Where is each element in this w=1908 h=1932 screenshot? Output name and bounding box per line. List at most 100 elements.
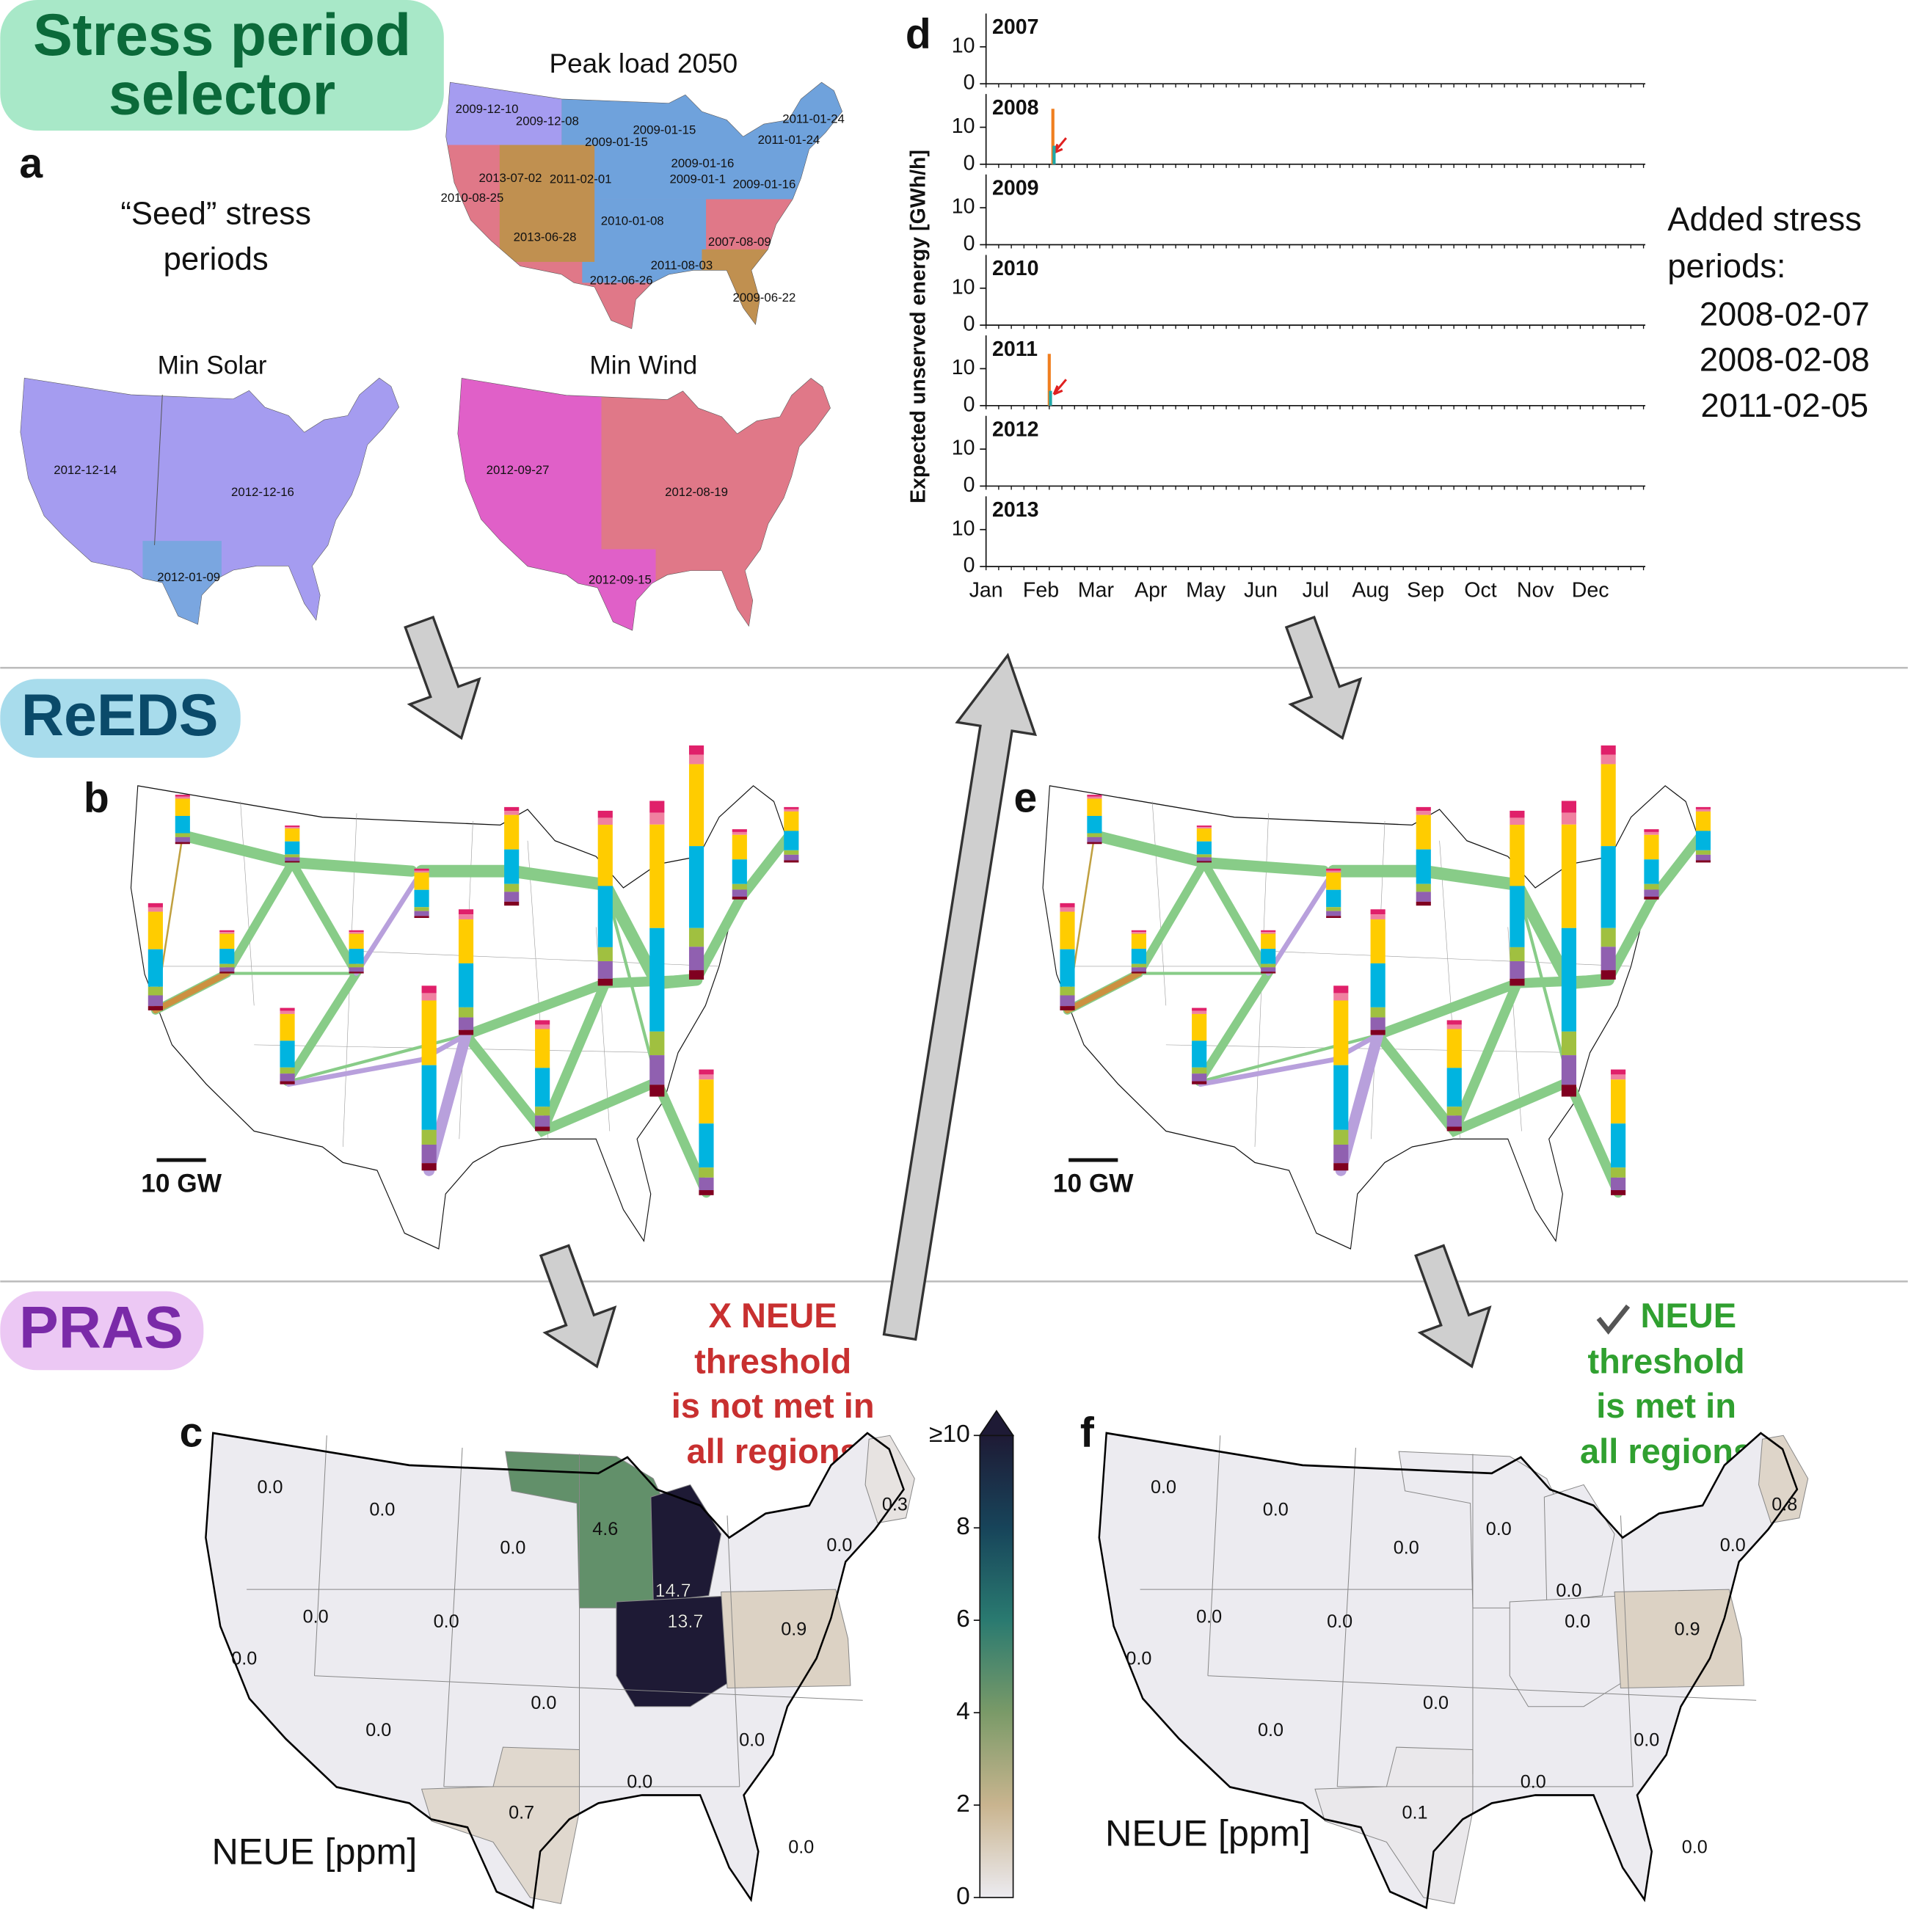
capacity-segment xyxy=(280,1010,295,1014)
capacity-segment xyxy=(597,810,613,818)
capacity-segment xyxy=(535,1115,550,1127)
map-date-label: 2011-08-03 xyxy=(651,258,713,272)
map-date-label: 2012-08-19 xyxy=(665,485,728,499)
capacity-segment xyxy=(414,907,429,911)
verdict: threshold xyxy=(1588,1341,1745,1380)
chart: Expected unserved energy [GWh/h] 2007 0 10… xyxy=(907,13,1646,602)
capacity-segment xyxy=(649,812,665,825)
added-title: periods: xyxy=(1667,247,1785,285)
panel-title: 2010 xyxy=(992,257,1038,280)
neue-value: 0.1 xyxy=(1402,1802,1428,1823)
capacity-segment xyxy=(699,1123,714,1168)
map-date-label: 2009-01-15 xyxy=(585,135,648,149)
neue-value: 4.6 xyxy=(592,1519,618,1539)
map-date-label: 2009-06-22 xyxy=(732,291,795,305)
added-date: 2011-02-05 xyxy=(1701,387,1868,424)
capacity-segment xyxy=(421,1129,437,1145)
panel-letter: f xyxy=(1080,1409,1095,1456)
y-tick-label: 0 xyxy=(964,393,975,416)
panel-title: 2008 xyxy=(992,96,1038,120)
panel-letter: c xyxy=(180,1409,203,1456)
capacity-segment xyxy=(504,811,520,815)
x-tick-label: Apr xyxy=(1135,579,1168,602)
capacity-segment xyxy=(732,834,747,860)
capacity-segment xyxy=(649,801,665,813)
neue-value: 0.0 xyxy=(434,1611,459,1632)
panel-title: 2013 xyxy=(992,498,1038,522)
neue-value: 0.0 xyxy=(1565,1611,1590,1632)
scale-label: 10 GW xyxy=(141,1170,222,1198)
capacity-segment xyxy=(414,889,429,908)
x-tick-label: Mar xyxy=(1078,579,1115,602)
capacity-segment xyxy=(649,824,665,928)
map-peak-load xyxy=(445,81,842,329)
section-box xyxy=(0,679,241,758)
capacity-segment xyxy=(219,972,235,974)
neue-region xyxy=(864,1435,915,1524)
capacity-segment xyxy=(280,1007,295,1011)
y-tick-label: 10 xyxy=(952,114,975,138)
capacity-segment xyxy=(349,930,364,933)
verdict: X NEUE xyxy=(709,1296,837,1335)
map-date-label: 2007-08-09 xyxy=(708,235,771,249)
capacity-segment xyxy=(414,911,429,916)
neue-value: 0.0 xyxy=(1263,1499,1289,1520)
neue-value: 0.0 xyxy=(627,1771,652,1792)
panel-title: 2007 xyxy=(992,15,1038,39)
section-title: selector xyxy=(109,62,335,128)
capacity-segment xyxy=(458,914,474,919)
capacity-segment xyxy=(175,836,190,842)
y-tick-label: 0 xyxy=(964,151,975,175)
capacity-segment xyxy=(219,963,235,968)
capacity-segment xyxy=(349,949,364,964)
verdict: is not met in xyxy=(671,1386,875,1425)
neue-value: 0.0 xyxy=(365,1720,391,1740)
map-date-label: 2013-06-28 xyxy=(514,230,577,244)
capacity-segment xyxy=(280,1073,295,1082)
capacity-segment xyxy=(688,970,704,980)
capacity-segment xyxy=(597,817,613,825)
verdict: is met in xyxy=(1596,1386,1736,1425)
flow-arrow xyxy=(404,615,1492,1368)
map-date-label: 2009-01-1 xyxy=(669,172,726,186)
colorbar-tick-label: 6 xyxy=(956,1605,970,1633)
y-tick-label: 0 xyxy=(964,71,975,95)
capacity-segment xyxy=(175,842,190,845)
capacity-segment xyxy=(597,978,613,986)
map-title: Min Wind xyxy=(589,351,697,380)
network-map xyxy=(130,745,799,1250)
capacity-segment xyxy=(414,870,429,873)
capacity-segment xyxy=(535,1126,550,1131)
map-date-label: 2012-01-09 xyxy=(157,570,220,584)
y-tick-label: 10 xyxy=(952,356,975,379)
capacity-segment xyxy=(699,1074,714,1080)
neue-value: 14.7 xyxy=(655,1581,691,1601)
capacity-segment xyxy=(349,932,364,934)
colorbar: 0 2 4 6 8 ≥10 xyxy=(929,1410,1015,1910)
x-tick-label: Oct xyxy=(1464,579,1496,602)
verdict: all regions xyxy=(1580,1432,1752,1470)
capacity-segment xyxy=(421,1065,437,1130)
capacity-segment xyxy=(504,849,520,884)
capacity-segment xyxy=(280,1081,295,1085)
colorbar-tick-label: 8 xyxy=(956,1513,970,1540)
y-tick-label: 10 xyxy=(952,195,975,219)
map-date-label: 2012-09-27 xyxy=(487,463,550,477)
neue-value: 0.0 xyxy=(258,1477,283,1498)
neue-value: 0.0 xyxy=(1556,1581,1581,1601)
x-tick-label: Sep xyxy=(1407,579,1444,602)
capacity-segment xyxy=(280,1013,295,1041)
neue-value: 0.0 xyxy=(1327,1611,1352,1632)
capacity-segment xyxy=(504,806,520,812)
x-tick-label: Jul xyxy=(1303,579,1329,602)
capacity-segment xyxy=(784,860,799,863)
capacity-segment xyxy=(458,1017,474,1030)
capacity-segment xyxy=(649,1055,665,1085)
capacity-segment xyxy=(597,824,613,886)
section-title: ReEDS xyxy=(21,682,219,748)
neue-value: 0.9 xyxy=(781,1619,806,1639)
capacity-segment xyxy=(784,811,799,831)
panel-title: 2011 xyxy=(992,338,1038,361)
neue-value: 0.0 xyxy=(826,1535,852,1556)
